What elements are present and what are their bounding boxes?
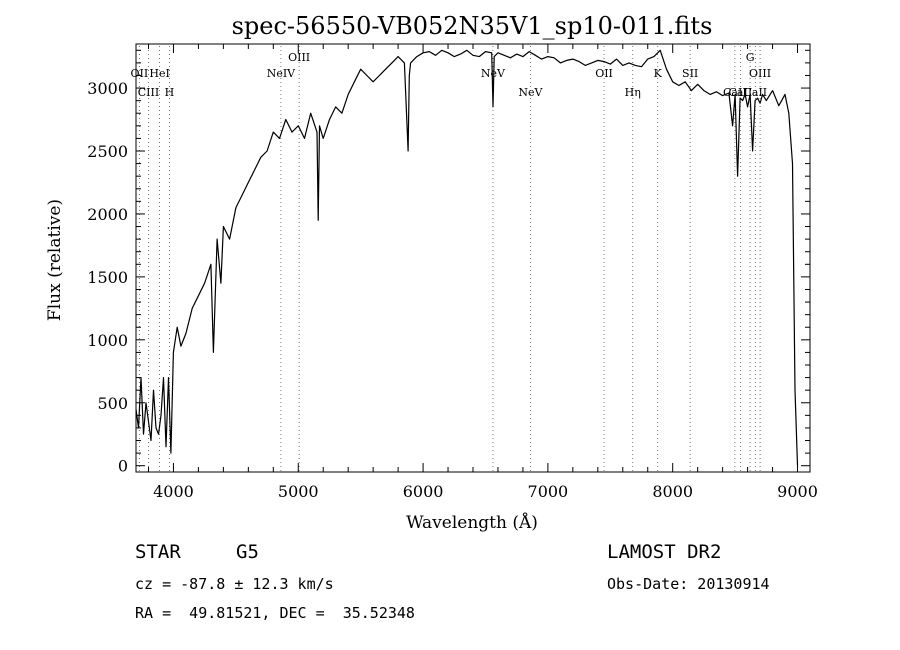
spectrum-line xyxy=(135,49,799,466)
line-label: OII xyxy=(595,67,613,80)
axis-ticks xyxy=(136,44,810,472)
x-tick-label: 5000 xyxy=(278,482,319,501)
line-label: H xyxy=(165,86,175,99)
y-tick-label: 2500 xyxy=(87,142,128,161)
line-label: K xyxy=(654,67,663,80)
survey-name: LAMOST DR2 xyxy=(607,541,722,563)
redshift-velocity: cz = -87.8 ± 12.3 km/s xyxy=(135,575,334,593)
line-label: G xyxy=(746,51,755,64)
plot-frame xyxy=(135,43,811,473)
line-label: OII xyxy=(131,67,149,80)
y-axis-label: Flux (relative) xyxy=(45,199,65,321)
y-tick-label: 500 xyxy=(97,394,128,413)
line-label: Hη xyxy=(625,86,641,99)
line-label: HeI xyxy=(149,67,169,80)
x-tick-label: 7000 xyxy=(528,482,569,501)
y-tick-label: 0 xyxy=(118,457,128,476)
x-tick-labels: 4000 5000 6000 7000 8000 9000 xyxy=(153,482,818,501)
x-tick-label: 9000 xyxy=(777,482,818,501)
spectral-subclass: G5 xyxy=(236,541,259,563)
coordinates: RA = 49.81521, DEC = 35.52348 xyxy=(135,604,415,622)
observation-date: Obs-Date: 20130914 xyxy=(607,575,770,593)
line-label: NeIV xyxy=(267,67,296,80)
line-label: NeV xyxy=(518,86,543,99)
x-tick-label: 6000 xyxy=(403,482,444,501)
x-tick-label: 4000 xyxy=(153,482,194,501)
line-label: OIII xyxy=(288,51,310,64)
y-tick-label: 3000 xyxy=(87,79,128,98)
chart-title: spec-56550-VB052N35V1_sp10-011.fits xyxy=(232,12,713,40)
x-axis-label: Wavelength (Å) xyxy=(406,512,538,533)
x-tick-label: 8000 xyxy=(652,482,693,501)
line-label: CIII xyxy=(138,86,159,99)
line-label: SII xyxy=(682,67,698,80)
object-type: STAR xyxy=(135,541,181,563)
y-tick-label: 2000 xyxy=(87,205,128,224)
y-tick-label: 1000 xyxy=(87,331,128,350)
line-label: OIII xyxy=(749,67,771,80)
y-tick-labels: 0 500 1000 1500 2000 2500 3000 xyxy=(87,79,128,476)
y-tick-label: 1500 xyxy=(87,268,128,287)
emission-line-markers xyxy=(138,46,761,472)
